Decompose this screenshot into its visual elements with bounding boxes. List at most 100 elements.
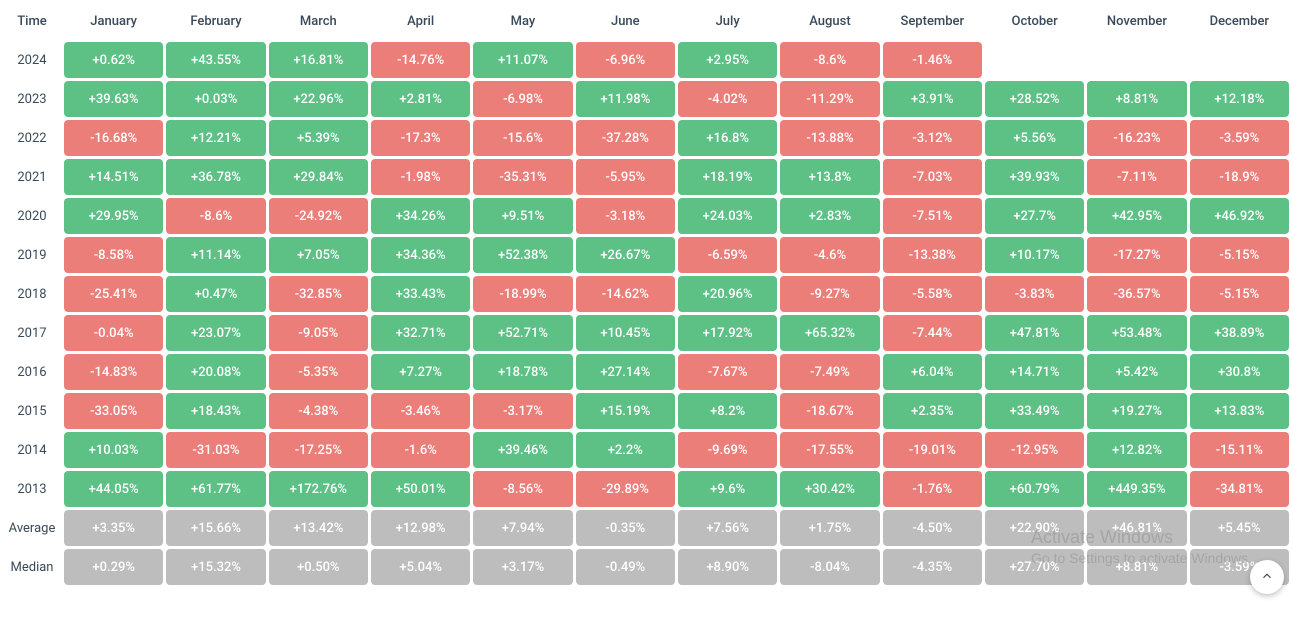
- aggregate-cell: +0.50%: [269, 549, 368, 585]
- value-cell: -4.02%: [678, 81, 777, 117]
- table-row: 2023+39.63%+0.03%+22.96%+2.81%-6.98%+11.…: [3, 81, 1289, 117]
- value-cell: -17.27%: [1087, 237, 1186, 273]
- table-row: 2024+0.62%+43.55%+16.81%-14.76%+11.07%-6…: [3, 42, 1289, 78]
- header-month: August: [780, 3, 879, 39]
- value-cell: -5.15%: [1190, 276, 1289, 312]
- value-cell: +172.76%: [269, 471, 368, 507]
- value-cell: -13.38%: [883, 237, 982, 273]
- aggregate-cell: +13.42%: [269, 510, 368, 546]
- value-cell: +20.96%: [678, 276, 777, 312]
- value-cell: -37.28%: [576, 120, 675, 156]
- aggregate-cell: +7.94%: [473, 510, 572, 546]
- value-cell: +5.56%: [985, 120, 1084, 156]
- value-cell: +0.47%: [166, 276, 265, 312]
- value-cell: -14.62%: [576, 276, 675, 312]
- value-cell: -15.11%: [1190, 432, 1289, 468]
- value-cell: +47.81%: [985, 315, 1084, 351]
- value-cell: [1087, 42, 1186, 78]
- table-row: 2019-8.58%+11.14%+7.05%+34.36%+52.38%+26…: [3, 237, 1289, 273]
- value-cell: +9.6%: [678, 471, 777, 507]
- header-month: December: [1190, 3, 1289, 39]
- value-cell: -6.96%: [576, 42, 675, 78]
- value-cell: -3.59%: [1190, 120, 1289, 156]
- aggregate-cell: +5.45%: [1190, 510, 1289, 546]
- seasonality-table: Time January February March April May Ju…: [0, 0, 1292, 588]
- value-cell: -7.03%: [883, 159, 982, 195]
- value-cell: -3.18%: [576, 198, 675, 234]
- value-cell: -17.3%: [371, 120, 470, 156]
- value-cell: +19.27%: [1087, 393, 1186, 429]
- value-cell: +36.78%: [166, 159, 265, 195]
- value-cell: +23.07%: [166, 315, 265, 351]
- header-month: June: [576, 3, 675, 39]
- value-cell: +2.2%: [576, 432, 675, 468]
- value-cell: -13.88%: [780, 120, 879, 156]
- row-label: 2015: [3, 393, 61, 429]
- value-cell: +27.14%: [576, 354, 675, 390]
- value-cell: -1.98%: [371, 159, 470, 195]
- value-cell: -8.6%: [166, 198, 265, 234]
- value-cell: -18.99%: [473, 276, 572, 312]
- value-cell: +39.63%: [64, 81, 163, 117]
- value-cell: -33.05%: [64, 393, 163, 429]
- value-cell: +9.51%: [473, 198, 572, 234]
- table-row: 2021+14.51%+36.78%+29.84%-1.98%-35.31%-5…: [3, 159, 1289, 195]
- value-cell: +0.03%: [166, 81, 265, 117]
- value-cell: +8.2%: [678, 393, 777, 429]
- value-cell: +61.77%: [166, 471, 265, 507]
- header-time: Time: [3, 3, 61, 39]
- value-cell: +30.8%: [1190, 354, 1289, 390]
- aggregate-cell: +12.98%: [371, 510, 470, 546]
- aggregate-cell: -0.49%: [576, 549, 675, 585]
- value-cell: -5.58%: [883, 276, 982, 312]
- header-month: January: [64, 3, 163, 39]
- row-label: 2021: [3, 159, 61, 195]
- header-month: April: [371, 3, 470, 39]
- value-cell: -31.03%: [166, 432, 265, 468]
- value-cell: +11.98%: [576, 81, 675, 117]
- value-cell: -9.05%: [269, 315, 368, 351]
- value-cell: +44.05%: [64, 471, 163, 507]
- header-month: October: [985, 3, 1084, 39]
- value-cell: +33.43%: [371, 276, 470, 312]
- value-cell: +29.84%: [269, 159, 368, 195]
- header-row: Time January February March April May Ju…: [3, 3, 1289, 39]
- value-cell: +2.35%: [883, 393, 982, 429]
- row-label: Average: [3, 510, 61, 546]
- value-cell: +11.07%: [473, 42, 572, 78]
- value-cell: -6.98%: [473, 81, 572, 117]
- value-cell: -8.58%: [64, 237, 163, 273]
- aggregate-cell: +8.81%: [1087, 549, 1186, 585]
- header-month: March: [269, 3, 368, 39]
- row-label: Median: [3, 549, 61, 585]
- value-cell: -16.68%: [64, 120, 163, 156]
- table-row: 2022-16.68%+12.21%+5.39%-17.3%-15.6%-37.…: [3, 120, 1289, 156]
- value-cell: -7.51%: [883, 198, 982, 234]
- row-label: 2013: [3, 471, 61, 507]
- scroll-to-top-button[interactable]: [1250, 560, 1284, 594]
- value-cell: +46.92%: [1190, 198, 1289, 234]
- aggregate-cell: -0.35%: [576, 510, 675, 546]
- value-cell: -5.95%: [576, 159, 675, 195]
- value-cell: +15.19%: [576, 393, 675, 429]
- value-cell: +18.78%: [473, 354, 572, 390]
- value-cell: -4.38%: [269, 393, 368, 429]
- value-cell: +8.81%: [1087, 81, 1186, 117]
- value-cell: -18.67%: [780, 393, 879, 429]
- value-cell: -15.6%: [473, 120, 572, 156]
- value-cell: -24.92%: [269, 198, 368, 234]
- value-cell: +16.81%: [269, 42, 368, 78]
- row-label: 2016: [3, 354, 61, 390]
- value-cell: -1.6%: [371, 432, 470, 468]
- value-cell: +16.8%: [678, 120, 777, 156]
- value-cell: +43.55%: [166, 42, 265, 78]
- value-cell: -3.12%: [883, 120, 982, 156]
- row-label: 2024: [3, 42, 61, 78]
- value-cell: +13.8%: [780, 159, 879, 195]
- value-cell: +0.62%: [64, 42, 163, 78]
- aggregate-cell: +5.04%: [371, 549, 470, 585]
- aggregate-cell: +15.32%: [166, 549, 265, 585]
- table-row: 2015-33.05%+18.43%-4.38%-3.46%-3.17%+15.…: [3, 393, 1289, 429]
- value-cell: -1.76%: [883, 471, 982, 507]
- value-cell: -3.17%: [473, 393, 572, 429]
